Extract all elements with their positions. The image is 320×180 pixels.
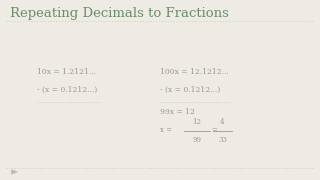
Polygon shape — [11, 169, 18, 175]
Text: - (x = 0.1212...): - (x = 0.1212...) — [160, 86, 220, 94]
Text: x =: x = — [160, 127, 172, 134]
Text: - (x = 0.1212...): - (x = 0.1212...) — [37, 86, 97, 94]
Text: 12: 12 — [192, 118, 201, 126]
Text: Repeating Decimals to Fractions: Repeating Decimals to Fractions — [10, 7, 228, 20]
Text: 4: 4 — [220, 118, 225, 126]
Text: 99x = 12: 99x = 12 — [160, 109, 195, 116]
Text: 100x = 12.1212...: 100x = 12.1212... — [160, 68, 229, 76]
Text: =: = — [212, 127, 217, 134]
Text: 99: 99 — [192, 136, 201, 143]
Text: 10x = 1.2121...: 10x = 1.2121... — [37, 68, 96, 76]
Text: 33: 33 — [218, 136, 227, 143]
